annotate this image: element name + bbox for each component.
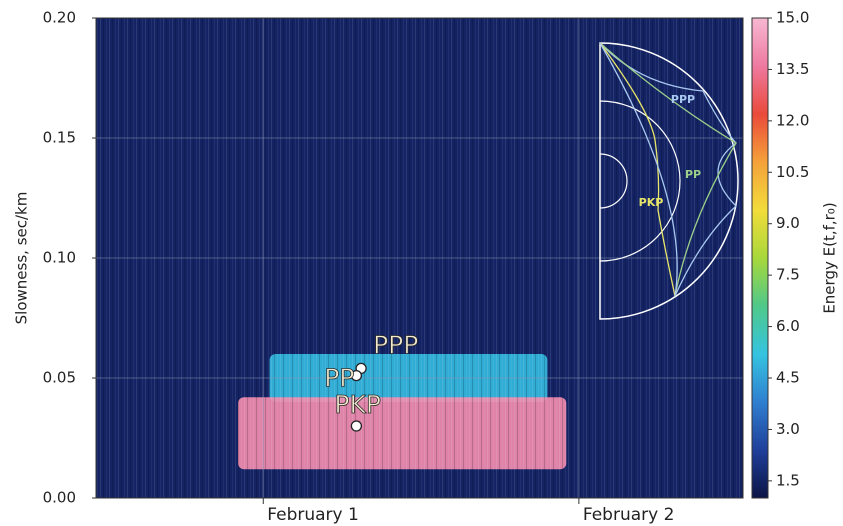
colorbar-label: Energy E(t,f,r₀) [821, 202, 839, 313]
phase-label: PPP [373, 330, 418, 359]
y-tick-label: 0.15 [43, 129, 76, 147]
colorbar-tick-label: 10.5 [776, 163, 809, 181]
ray-path [599, 42, 678, 297]
y-tick-label: 0.05 [43, 369, 76, 387]
colorbar-tick-label: 4.5 [776, 369, 800, 387]
inner-core [599, 153, 628, 209]
colorbar [751, 17, 769, 499]
ray-path [599, 42, 676, 297]
colorbar-tick-label: 6.0 [776, 317, 800, 335]
phase-label: PP [324, 364, 354, 393]
inset-label: PPP [671, 93, 695, 106]
colorbar-tick-label: 1.5 [776, 471, 800, 489]
y-tick-label: 0.20 [43, 9, 76, 27]
core-outline [599, 100, 681, 262]
mantle-outline [599, 42, 739, 320]
colorbar-tick-label: 9.0 [776, 214, 800, 232]
colorbar-tick-label: 3.0 [776, 420, 800, 438]
colorbar-tick-label: 7.5 [776, 266, 800, 284]
colorbar-tick-label: 12.0 [776, 111, 809, 129]
y-tick-label: 0.10 [43, 249, 76, 267]
ray-path [599, 42, 737, 297]
inset-label: PP [685, 168, 701, 181]
colorbar-tick-label: 13.5 [776, 60, 809, 78]
plot-frame [95, 17, 744, 499]
x-tick-label: February 2 [583, 505, 675, 525]
phase-point [350, 420, 363, 432]
y-tick-label: 0.00 [43, 489, 76, 507]
x-tick-label: February 1 [267, 505, 359, 525]
phase-label: PKP [334, 390, 381, 419]
phase-point [350, 369, 363, 382]
y-axis-label: Slowness, sec/km [13, 192, 31, 325]
inset-label: PKP [639, 196, 664, 209]
colorbar-tick-label: 15.0 [776, 9, 809, 27]
ray-path [674, 142, 737, 297]
